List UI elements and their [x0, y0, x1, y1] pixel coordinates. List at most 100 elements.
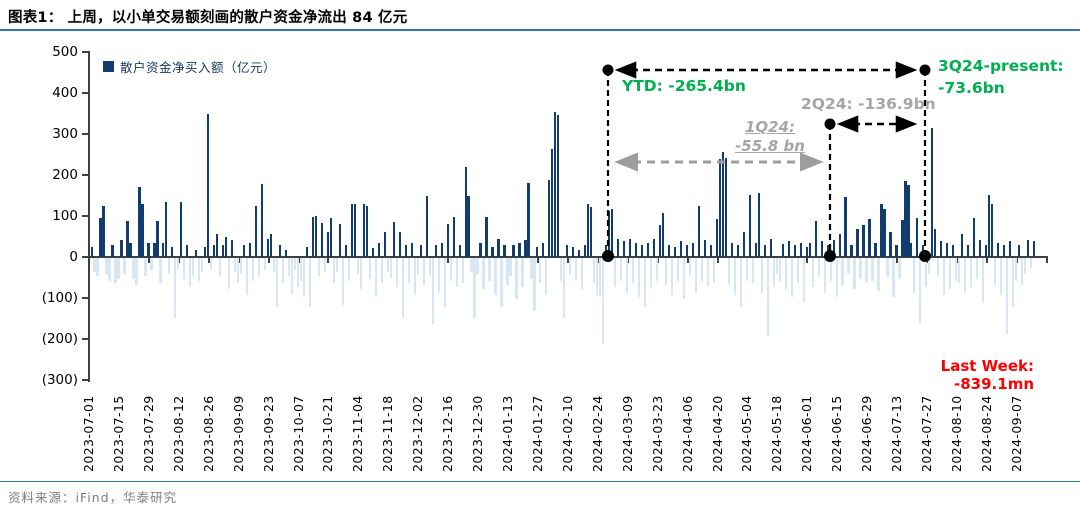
- bar-negative: [575, 258, 578, 281]
- bar-positive: [793, 245, 796, 257]
- bar-positive: [180, 201, 183, 257]
- bar-positive: [371, 247, 374, 257]
- annotation-ytd: YTD: -265.4bn: [622, 77, 746, 95]
- bar-negative: [751, 258, 754, 283]
- bar-positive: [661, 212, 665, 257]
- x-axis-label: 2024-07-13: [889, 395, 905, 472]
- x-axis-label: 2024-01-13: [500, 395, 516, 472]
- x-tick: [566, 258, 569, 263]
- bar-negative: [302, 258, 306, 298]
- bar-negative: [159, 258, 162, 283]
- bar-negative: [407, 258, 410, 283]
- bar-positive: [991, 204, 994, 257]
- x-axis-label: 2023-11-04: [350, 395, 366, 472]
- bar-positive: [691, 242, 695, 257]
- bar-negative: [332, 258, 336, 283]
- bar-positive: [904, 180, 907, 257]
- bar-positive: [542, 242, 545, 257]
- bar-positive: [889, 232, 892, 257]
- bar-negative: [796, 258, 799, 283]
- bar-negative: [177, 258, 180, 271]
- bar-negative: [644, 258, 647, 308]
- bar-positive: [742, 231, 745, 257]
- bar-positive: [715, 219, 718, 257]
- x-axis-label: 2024-02-10: [559, 395, 575, 472]
- title-underline: [0, 29, 1080, 31]
- bar-negative: [150, 258, 153, 270]
- bar-negative: [563, 258, 566, 318]
- x-axis-label: 2024-04-20: [709, 395, 725, 472]
- y-tick: [82, 50, 88, 53]
- x-axis-label: 2023-09-23: [260, 395, 276, 472]
- x-tick: [267, 258, 270, 263]
- bar-positive: [344, 245, 347, 257]
- bar-positive: [162, 242, 165, 257]
- bar-negative: [144, 258, 147, 277]
- bar-negative: [323, 258, 327, 273]
- bar-negative: [293, 258, 297, 271]
- bar-negative: [246, 258, 249, 295]
- bar-negative: [530, 258, 533, 279]
- annotation-last-week: Last Week: -839.1mn: [940, 357, 1034, 393]
- bar-positive: [99, 217, 102, 257]
- bar-negative: [533, 258, 536, 312]
- bar-positive: [931, 127, 934, 257]
- bar-negative: [308, 258, 312, 308]
- bar-positive: [243, 245, 246, 257]
- bar-positive: [207, 113, 210, 257]
- bar-negative: [599, 258, 602, 298]
- bar-positive: [404, 245, 407, 257]
- bar-positive: [213, 244, 216, 257]
- bar-positive: [536, 246, 539, 257]
- bar-positive: [398, 231, 401, 257]
- bar-negative: [802, 258, 805, 304]
- footer-rule: [0, 481, 1080, 482]
- bar-positive: [988, 194, 991, 257]
- bar-negative: [389, 258, 392, 278]
- bar-positive: [377, 242, 380, 257]
- bar-negative: [892, 258, 895, 298]
- bar-positive: [464, 167, 467, 257]
- x-tick: [536, 258, 539, 263]
- bar-positive: [216, 234, 219, 257]
- bar-negative: [976, 258, 979, 279]
- legend-label: 散户资金净买入额（亿元）: [120, 60, 277, 75]
- y-tick: [82, 338, 88, 341]
- bar-positive: [838, 234, 841, 257]
- bar-negative: [356, 258, 359, 275]
- bar-positive: [709, 245, 713, 257]
- bar-negative: [470, 258, 473, 273]
- bar-negative: [626, 258, 629, 293]
- x-axis-label: 2023-07-29: [140, 395, 156, 472]
- bar-positive: [763, 245, 766, 257]
- bar-negative: [790, 258, 793, 298]
- x-axis-label: 2024-01-27: [529, 395, 545, 472]
- bar-negative: [258, 258, 261, 277]
- bar-negative: [482, 258, 485, 289]
- bar-positive: [697, 205, 701, 257]
- bar-positive: [90, 246, 93, 257]
- bar-negative: [994, 258, 997, 285]
- bar-positive: [808, 242, 811, 257]
- bar-positive: [527, 183, 530, 257]
- bar-negative: [760, 258, 763, 293]
- bar-negative: [105, 258, 108, 275]
- bar-positive: [249, 242, 252, 257]
- legend-swatch-icon: [103, 61, 114, 72]
- bar-negative: [745, 258, 748, 281]
- x-axis-label: 2024-07-27: [919, 395, 935, 472]
- bar-negative: [416, 258, 419, 275]
- dot: [602, 64, 614, 76]
- bar-negative: [359, 258, 362, 289]
- y-tick: [82, 297, 88, 300]
- bar-negative: [461, 258, 464, 283]
- bar-negative: [198, 258, 201, 281]
- bar-positive: [434, 245, 437, 257]
- bar-negative: [638, 258, 641, 298]
- bar-positive: [584, 244, 587, 257]
- y-axis-label: 500: [52, 43, 78, 60]
- x-axis-label: 2024-02-24: [589, 395, 605, 472]
- bar-negative: [928, 258, 931, 275]
- bar-negative: [925, 258, 928, 287]
- bar-negative: [96, 258, 99, 277]
